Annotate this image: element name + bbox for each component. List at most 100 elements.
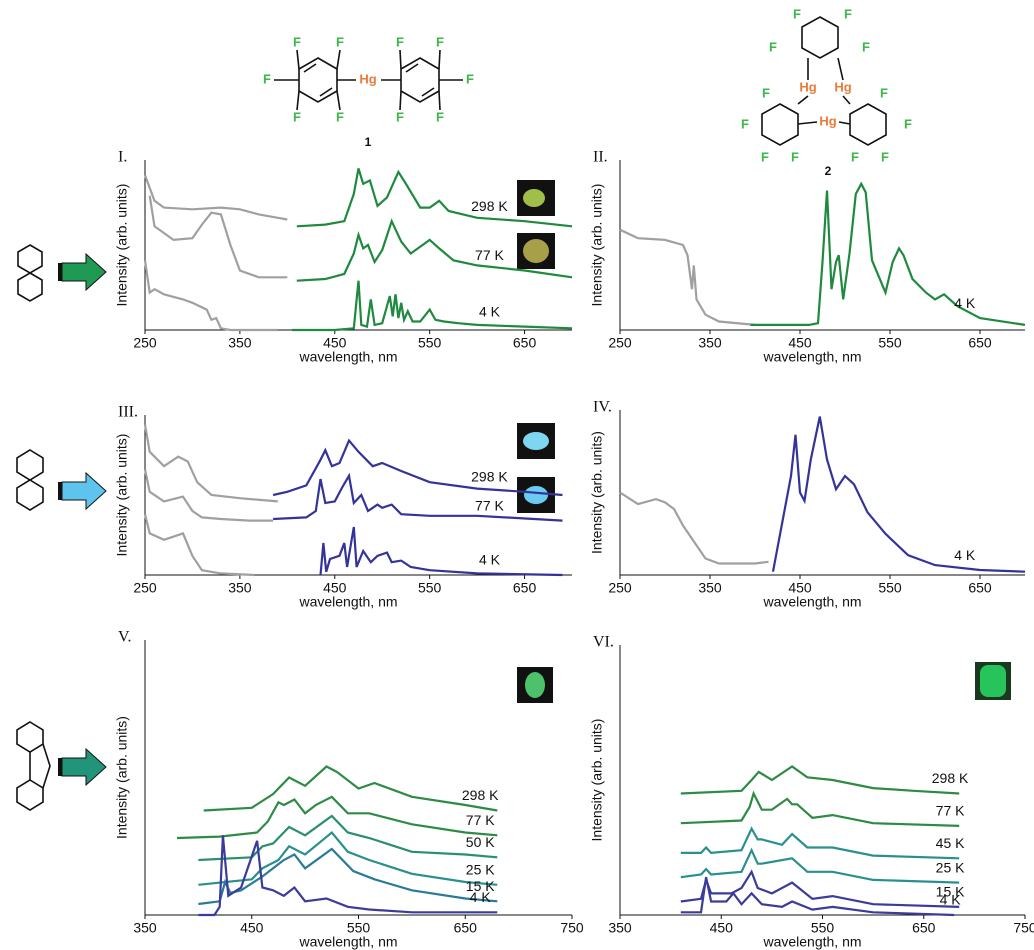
x-tick-label: 650 (912, 920, 936, 936)
x-tick-label: 350 (133, 920, 157, 936)
atom: F (336, 109, 344, 124)
x-axis-label: wavelength, nm (298, 594, 397, 610)
atom: F (396, 109, 404, 124)
spectrum-line (143, 469, 274, 522)
atom: F (396, 34, 404, 49)
atom: F (436, 109, 444, 124)
x-tick-label: 650 (454, 920, 478, 936)
atom: Hg (799, 79, 816, 94)
y-axis-label: Intensity (arb. units) (114, 184, 130, 307)
x-tick-label: 350 (698, 580, 722, 596)
x-tick-label: 550 (878, 335, 902, 351)
series-label: 77 K (475, 497, 504, 513)
photo (524, 486, 548, 504)
atom: F (761, 149, 769, 164)
fluorene-icon (16, 721, 107, 811)
series-label: 45 K (936, 835, 965, 851)
y-axis-label: Intensity (arb. units) (114, 716, 130, 839)
atom: F (791, 149, 799, 164)
photo (525, 672, 545, 698)
y-axis-label: Intensity (arb. units) (114, 434, 130, 557)
x-axis-label: wavelength, nm (298, 934, 397, 950)
x-tick-label: 350 (608, 920, 632, 936)
y-axis-label: Intensity (arb. units) (589, 719, 605, 842)
x-tick-label: 350 (698, 335, 722, 351)
series-label: 4 K (470, 889, 492, 905)
spectrum-line (143, 260, 278, 332)
photo (980, 665, 1006, 697)
x-tick-label: 550 (418, 335, 442, 351)
atom: F (762, 85, 770, 100)
x-tick-label: 450 (788, 335, 812, 351)
series-label: 298 K (471, 469, 508, 485)
x-tick-label: 450 (323, 335, 347, 351)
x-tick-label: 550 (878, 580, 902, 596)
atom: Hg (819, 113, 836, 128)
x-tick-label: 250 (133, 580, 157, 596)
photo (523, 239, 549, 263)
spectrum-line (680, 790, 960, 827)
panel-label: V. (118, 629, 132, 646)
series-label: 50 K (466, 834, 495, 850)
spectrum-line (750, 181, 1026, 326)
spectrum-line (148, 195, 288, 279)
biphenyl-icon (16, 449, 107, 511)
naphthalene-icon (17, 244, 107, 302)
x-tick-label: 450 (240, 920, 264, 936)
molecule-2: F F F F Hg Hg Hg F F F F F F F F 2 (741, 6, 912, 178)
atom: F (263, 71, 271, 86)
atom: F (293, 34, 301, 49)
atom: F (336, 34, 344, 49)
spectrum-line (680, 826, 960, 860)
panel-label: I. (118, 149, 127, 166)
panel-label: II. (593, 149, 608, 166)
molecule-label: 1 (365, 135, 372, 149)
series-label: 25 K (466, 861, 495, 877)
x-axis-label: wavelength, nm (762, 934, 861, 950)
x-tick-label: 650 (968, 580, 992, 596)
atom: F (293, 109, 301, 124)
x-axis-label: wavelength, nm (762, 349, 861, 365)
atom: F (862, 39, 870, 54)
series-label: 4 K (954, 295, 976, 311)
series-label: 298 K (932, 770, 969, 786)
x-tick-label: 250 (133, 335, 157, 351)
spectrum-line (273, 472, 563, 522)
x-axis-label: wavelength, nm (762, 594, 861, 610)
spectrum-line (619, 228, 756, 326)
spectrum-line (143, 424, 278, 503)
panel-label: III. (118, 404, 138, 421)
series-label: 77 K (936, 803, 965, 819)
spectrum-line (771, 416, 1026, 573)
series-label: 4 K (954, 547, 976, 563)
molecule-label: 2 (825, 164, 832, 178)
x-tick-label: 550 (418, 580, 442, 596)
x-tick-label: 550 (347, 920, 371, 936)
series-label: 15 K (466, 878, 495, 894)
x-tick-label: 750 (1013, 920, 1034, 936)
spectrum-line (143, 513, 255, 577)
atom: F (769, 39, 777, 54)
atom: F (851, 149, 859, 164)
x-tick-label: 650 (968, 335, 992, 351)
panel-label: VI. (593, 634, 614, 651)
photo (523, 432, 549, 450)
series-label: 4 K (479, 552, 501, 568)
spectrum-line (143, 174, 288, 221)
x-axis-label: wavelength, nm (298, 349, 397, 365)
panel-label: IV. (593, 399, 612, 416)
atom: F (466, 71, 474, 86)
x-tick-label: 450 (788, 580, 812, 596)
series-label: 77 K (466, 812, 495, 828)
spectrum-line (319, 526, 563, 577)
spectrum-line (680, 765, 960, 795)
series-label: 77 K (475, 247, 504, 263)
atom: F (741, 116, 749, 131)
atom: Hg (359, 71, 376, 86)
spectrum-line (292, 280, 573, 332)
photo (523, 189, 545, 207)
x-tick-label: 750 (560, 920, 584, 936)
atom: F (436, 34, 444, 49)
series-label: 4 K (479, 303, 501, 319)
